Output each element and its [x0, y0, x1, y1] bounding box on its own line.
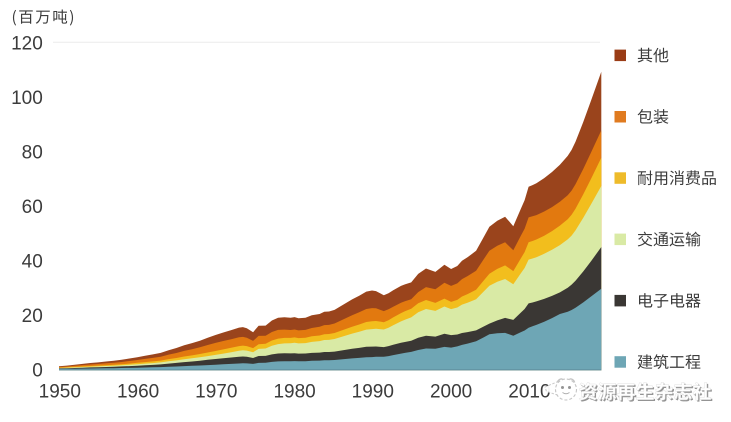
- svg-text:100: 100: [11, 88, 43, 109]
- svg-text:120: 120: [11, 34, 43, 55]
- svg-text:1950: 1950: [39, 382, 81, 403]
- svg-text:2000: 2000: [430, 382, 472, 403]
- svg-text:1990: 1990: [352, 382, 394, 403]
- svg-text:1970: 1970: [195, 382, 237, 403]
- svg-text:1960: 1960: [117, 382, 159, 403]
- svg-text:1980: 1980: [273, 382, 315, 403]
- svg-text:20: 20: [22, 306, 43, 327]
- svg-text:80: 80: [22, 143, 43, 164]
- svg-text:2010: 2010: [508, 382, 550, 403]
- svg-text:60: 60: [22, 197, 43, 218]
- svg-text:40: 40: [22, 252, 43, 273]
- svg-text:0: 0: [32, 361, 43, 382]
